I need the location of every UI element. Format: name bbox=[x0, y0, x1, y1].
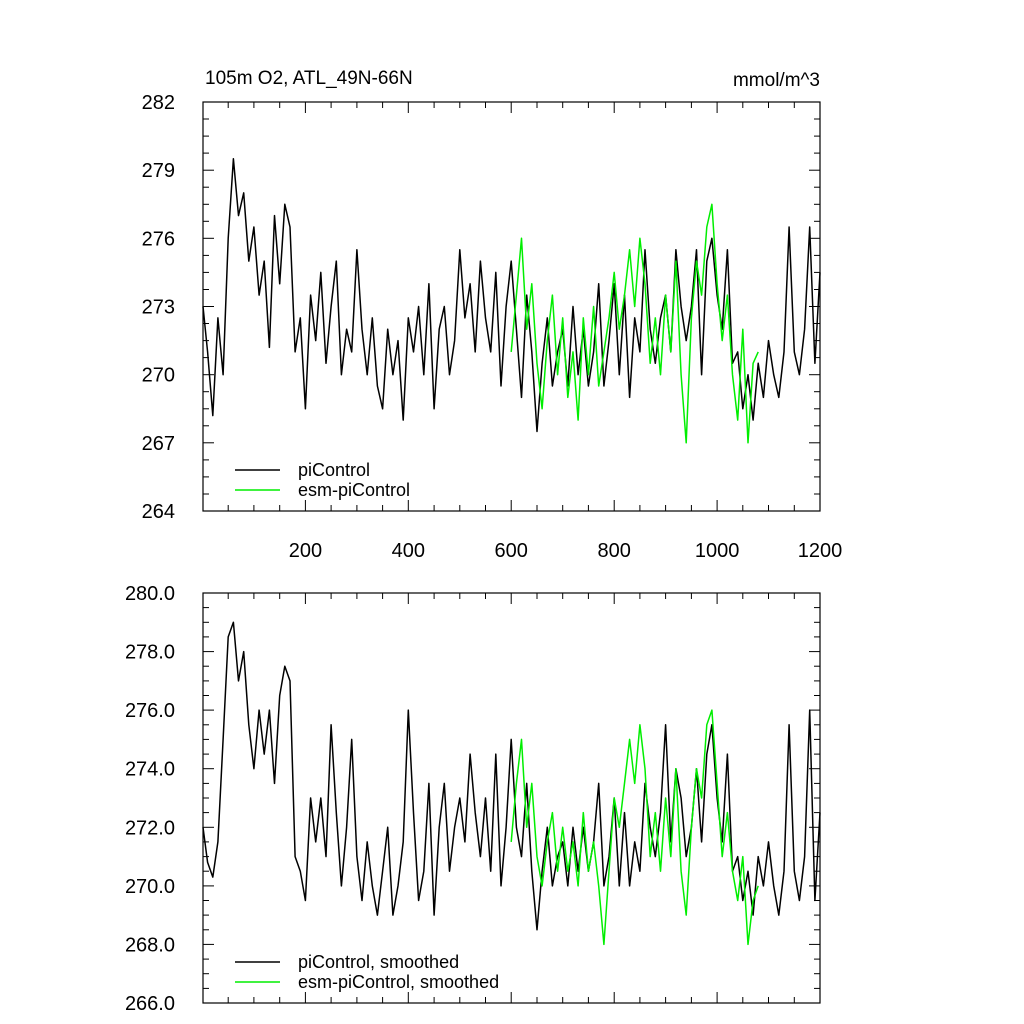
x-tick-label: 200 bbox=[289, 540, 322, 562]
x-tick-label: 1200 bbox=[798, 540, 843, 562]
legend-label-picontrol-smoothed: piControl, smoothed bbox=[298, 952, 459, 972]
chart-title: 105m O2, ATL_49N-66N bbox=[205, 68, 413, 89]
plot-frame bbox=[202, 101, 821, 512]
y-tick-label: 267 bbox=[142, 433, 175, 455]
y-tick-label: 280.0 bbox=[125, 583, 175, 605]
series-group bbox=[202, 621, 821, 946]
y-tick-label: 266.0 bbox=[125, 993, 175, 1015]
units-label: mmol/m^3 bbox=[733, 70, 820, 91]
y-tick-label: 276 bbox=[142, 228, 175, 250]
legend-label-picontrol: piControl bbox=[298, 460, 370, 480]
series-line-picontrol bbox=[202, 158, 821, 433]
legend-label-esm-picontrol: esm-piControl bbox=[298, 480, 410, 500]
series-line-picontrol-smoothed bbox=[202, 621, 821, 931]
legend: piControl, smoothed esm-piControl, smoot… bbox=[235, 952, 499, 992]
series-line-esm-picontrol bbox=[510, 203, 759, 444]
x-tick-label: 400 bbox=[392, 540, 425, 562]
y-tick-label: 272.0 bbox=[125, 817, 175, 839]
x-tick-label: 1000 bbox=[695, 540, 740, 562]
x-tick-label: 800 bbox=[598, 540, 631, 562]
y-tick-label: 278.0 bbox=[125, 642, 175, 664]
y-tick-label: 279 bbox=[142, 160, 175, 182]
y-tick-label: 270 bbox=[142, 365, 175, 387]
y-tick-label: 273 bbox=[142, 297, 175, 319]
bottom-panel: 266.0 268.0 270.0 272.0 274.0 276.0 278.0 280.0… bbox=[125, 583, 821, 1015]
plot-frame bbox=[202, 592, 821, 1004]
y-tick-label: 270.0 bbox=[125, 876, 175, 898]
series-line-esm-picontrol-smoothed bbox=[510, 709, 759, 946]
legend-label-esm-picontrol-smoothed: esm-piControl, smoothed bbox=[298, 972, 499, 992]
y-tick-label: 276.0 bbox=[125, 700, 175, 722]
axis-ticks: 264 267 270 273 276 279 282 200 400 600 800 1000 120… bbox=[142, 92, 843, 562]
series-group bbox=[202, 158, 821, 444]
x-tick-label: 600 bbox=[495, 540, 528, 562]
y-tick-label: 268.0 bbox=[125, 934, 175, 956]
y-tick-label: 264 bbox=[142, 501, 175, 523]
top-panel: 105m O2, ATL_49N-66N mmol/m^3 2642672702… bbox=[142, 68, 843, 562]
y-tick-label: 282 bbox=[142, 92, 175, 114]
legend: piControl esm-piControl bbox=[235, 460, 410, 500]
y-tick-label: 274.0 bbox=[125, 759, 175, 781]
axis-ticks: 266.0 268.0 270.0 272.0 274.0 276.0 278.0 280.0 bbox=[125, 583, 821, 1015]
